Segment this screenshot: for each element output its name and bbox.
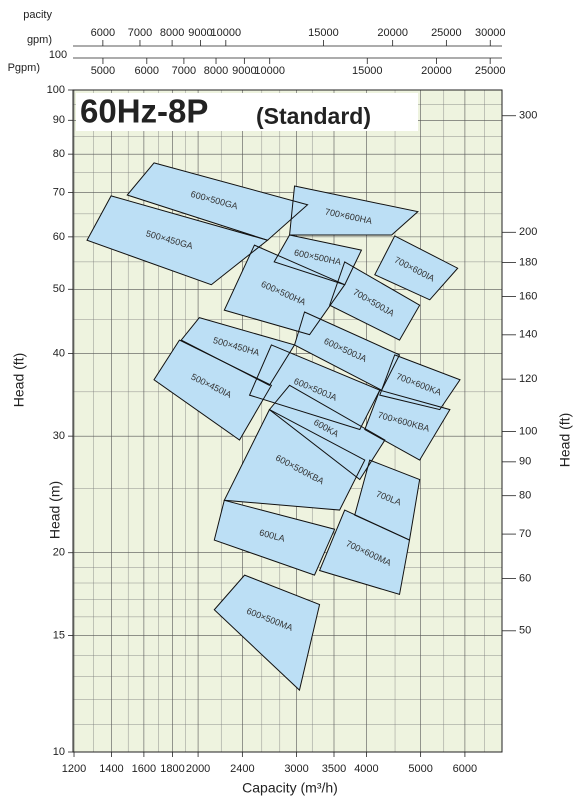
region bbox=[329, 261, 420, 341]
x2-tick-label: 25000 bbox=[431, 27, 462, 39]
title-box bbox=[76, 93, 418, 131]
y-tick-label: 40 bbox=[53, 347, 65, 359]
y-tick-label: 10 bbox=[53, 746, 65, 758]
region bbox=[294, 312, 400, 391]
y-tick-label: 90 bbox=[53, 114, 65, 126]
region-outline bbox=[180, 317, 296, 386]
region bbox=[214, 575, 320, 691]
region bbox=[364, 390, 450, 461]
plot-border bbox=[72, 89, 503, 753]
region-outline bbox=[289, 185, 419, 236]
region-outline bbox=[248, 344, 381, 431]
x3-tick-label: 20000 bbox=[421, 65, 452, 77]
top-axis-note: 100 bbox=[49, 49, 67, 61]
y2-tick-label: 180 bbox=[519, 256, 537, 268]
y-tick-label: 15 bbox=[53, 629, 65, 641]
region bbox=[224, 245, 345, 335]
region bbox=[153, 340, 272, 441]
x-tick-label: 2000 bbox=[186, 763, 210, 775]
x2-tick-label: 6000 bbox=[91, 27, 115, 39]
x2-tick-label: 10000 bbox=[211, 27, 242, 39]
y-tick-label: 100 bbox=[47, 84, 65, 96]
x3-tick-label: 8000 bbox=[204, 65, 228, 77]
chart-subtitle: (Standard) bbox=[256, 103, 371, 129]
region-outline bbox=[223, 244, 346, 336]
y2-tick-label: 100 bbox=[519, 425, 537, 437]
x-tick-label: 2400 bbox=[230, 763, 254, 775]
x-tick-label: 3000 bbox=[284, 763, 308, 775]
x-tick-label: 1400 bbox=[99, 763, 123, 775]
y2-tick-label: 140 bbox=[519, 329, 537, 341]
x2-tick-label: 15000 bbox=[308, 27, 339, 39]
x-axis-title: Capacity (m³/h) bbox=[242, 780, 338, 796]
x-tick-label: 4000 bbox=[354, 763, 378, 775]
x3-tick-label: 6000 bbox=[135, 65, 159, 77]
x-tick-label: 5000 bbox=[408, 763, 432, 775]
y2-tick-label: 90 bbox=[519, 456, 531, 468]
region-outline bbox=[153, 339, 273, 441]
x-tick-label: 3500 bbox=[322, 763, 346, 775]
region bbox=[224, 409, 365, 511]
region-outline bbox=[223, 408, 366, 511]
y2-axis-title: Head (ft) bbox=[557, 413, 573, 467]
x-tick-label: 1800 bbox=[160, 763, 184, 775]
top-axis-unit-2: Pgpm) bbox=[8, 62, 40, 74]
region-outline bbox=[268, 384, 386, 481]
region-outline bbox=[379, 354, 461, 411]
y2-tick-label: 50 bbox=[519, 625, 531, 637]
region bbox=[87, 195, 268, 285]
y2-tick-label: 300 bbox=[519, 110, 537, 122]
x3-tick-label: 25000 bbox=[475, 65, 506, 77]
region bbox=[319, 510, 410, 595]
x2-tick-label: 30000 bbox=[475, 27, 506, 39]
region-outline bbox=[213, 499, 336, 576]
y2-tick-label: 200 bbox=[519, 226, 537, 238]
top-axis-title: pacity bbox=[23, 9, 52, 21]
region bbox=[274, 234, 362, 285]
y-tick-label: 80 bbox=[53, 148, 65, 160]
y2-tick-label: 160 bbox=[519, 290, 537, 302]
x3-tick-label: 7000 bbox=[172, 65, 196, 77]
y2-tick-label: 70 bbox=[519, 528, 531, 540]
chart-title: 60Hz-8P bbox=[80, 93, 208, 130]
y3-axis-title: Head (ft) bbox=[11, 353, 27, 407]
y-tick-label: 60 bbox=[53, 231, 65, 243]
region bbox=[354, 460, 420, 541]
x-tick-label: 1200 bbox=[62, 763, 86, 775]
y-tick-label: 70 bbox=[53, 186, 65, 198]
y-tick-label: 20 bbox=[53, 547, 65, 559]
y2-tick-label: 60 bbox=[519, 572, 531, 584]
y2-tick-label: 80 bbox=[519, 490, 531, 502]
region bbox=[214, 500, 335, 576]
x3-tick-label: 15000 bbox=[352, 65, 383, 77]
y2-tick-label: 120 bbox=[519, 373, 537, 385]
region-outline bbox=[364, 389, 451, 461]
x2-tick-label: 20000 bbox=[377, 27, 408, 39]
x2-tick-label: 7000 bbox=[128, 27, 152, 39]
y-axis-title: Head (m) bbox=[47, 481, 63, 539]
region-outline bbox=[86, 195, 269, 286]
x3-tick-label: 9000 bbox=[232, 65, 256, 77]
region-outline bbox=[318, 509, 411, 596]
x2-tick-label: 8000 bbox=[160, 27, 184, 39]
top-axis-unit: gpm) bbox=[27, 34, 52, 46]
x-tick-label: 6000 bbox=[453, 763, 477, 775]
x3-tick-label: 10000 bbox=[254, 65, 285, 77]
x3-tick-label: 5000 bbox=[91, 65, 115, 77]
region bbox=[127, 162, 308, 241]
region-outline bbox=[213, 574, 321, 692]
region-outline bbox=[374, 235, 459, 301]
x-tick-label: 1600 bbox=[132, 763, 156, 775]
region-outline bbox=[329, 261, 421, 341]
y-tick-label: 30 bbox=[53, 430, 65, 442]
region bbox=[289, 186, 418, 235]
y-tick-label: 50 bbox=[53, 283, 65, 295]
x2-tick-label: 9000 bbox=[188, 27, 212, 39]
region bbox=[249, 344, 380, 430]
